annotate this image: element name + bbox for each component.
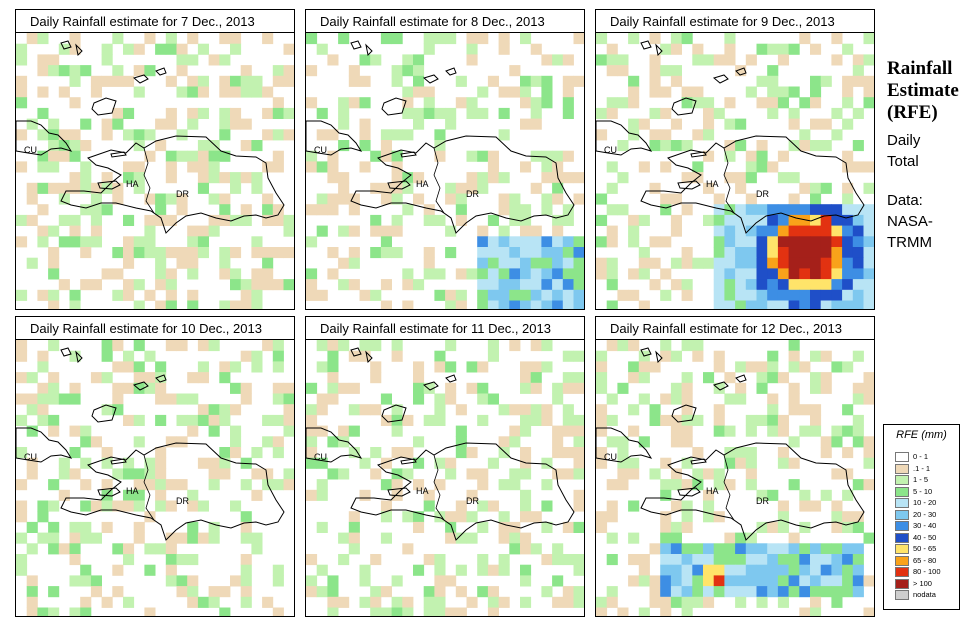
legend: RFE (mm) 0 - 1 .1 - 1 1 - 5 5 - 10 10 - 20 20… [883,424,960,610]
label-haiti: HA [416,486,429,496]
panel-9-dec: Daily Rainfall estimate for 9 Dec., 2013… [595,9,875,310]
label-haiti: HA [706,179,719,189]
legend-label: .1 - 1 [913,463,931,473]
rainfall-map: CU HA DR [305,339,585,617]
side-period-line: Daily [887,132,921,149]
legend-label: 30 - 40 [913,521,937,530]
legend-label: 40 - 50 [913,532,937,542]
panel-12-dec: Daily Rainfall estimate for 12 Dec., 201… [595,316,875,617]
rainfall-cells [16,33,294,309]
coastline-outline [596,40,865,234]
side-source-line: Data: [887,192,923,209]
label-dominican-republic: DR [466,189,479,199]
coastline-outline [306,40,575,234]
legend-label: 50 - 65 [913,544,937,553]
legend-swatch [895,498,909,508]
legend-swatch [895,590,909,600]
label-cuba: CU [314,145,327,155]
panel-7-dec: Daily Rainfall estimate for 7 Dec., 2013… [15,9,295,310]
label-haiti: HA [706,486,719,496]
label-cuba: CU [24,452,37,462]
side-title: Rainfall Estimate (RFE) [887,58,959,124]
side-source-line: TRMM [887,234,932,251]
panel-title: Daily Rainfall estimate for 10 Dec., 201… [15,316,295,340]
panel-title: Daily Rainfall estimate for 8 Dec., 2013 [305,9,585,33]
side-period: Daily Total [887,130,920,172]
panel-title: Daily Rainfall estimate for 7 Dec., 2013 [15,9,295,33]
legend-label: nodata [913,590,936,599]
legend-title: RFE (mm) [896,429,947,441]
legend-label: 65 - 80 [913,555,937,565]
legend-label: 10 - 20 [913,498,937,507]
panel-10-dec: Daily Rainfall estimate for 10 Dec., 201… [15,316,295,617]
legend-swatch [895,532,909,543]
rainfall-cells [596,33,874,309]
coastline-outline [596,347,865,541]
legend-swatch [895,555,909,566]
rainfall-map: CU HA DR [305,32,585,310]
rainfall-map: CU HA DR [595,32,875,310]
panel-8-dec: Daily Rainfall estimate for 8 Dec., 2013… [305,9,585,310]
legend-swatch [895,544,909,554]
legend-swatch [895,463,909,474]
legend-label: 5 - 10 [913,486,933,496]
coastline-outline [16,40,285,234]
legend-swatch [895,578,909,589]
side-title-line: (RFE) [887,102,938,123]
legend-label: 20 - 30 [913,509,937,519]
legend-label: 80 - 100 [913,567,941,576]
panel-title: Daily Rainfall estimate for 11 Dec., 201… [305,316,585,340]
panel-title: Daily Rainfall estimate for 9 Dec., 2013 [595,9,875,33]
label-haiti: HA [126,179,139,189]
label-dominican-republic: DR [176,496,189,506]
coastline-outline [306,347,575,541]
rainfall-cells [306,340,584,616]
legend-label: > 100 [913,578,932,588]
label-cuba: CU [604,145,617,155]
rainfall-map: CU HA DR [15,339,295,617]
legend-label: 0 - 1 [913,452,929,461]
side-period-line: Total [887,153,919,170]
rainfall-cells [306,33,584,309]
rainfall-map: CU HA DR [15,32,295,310]
legend-swatch [895,452,909,462]
coastline-outline [16,347,285,541]
rainfall-cells [596,340,874,616]
legend-swatch [895,509,909,520]
legend-swatch [895,567,909,577]
label-haiti: HA [416,179,429,189]
label-cuba: CU [314,452,327,462]
panel-title: Daily Rainfall estimate for 12 Dec., 201… [595,316,875,340]
legend-swatch [895,486,909,497]
label-haiti: HA [126,486,139,496]
side-source: Data: NASA- TRMM [887,190,933,253]
side-source-line: NASA- [887,213,933,230]
label-dominican-republic: DR [176,189,189,199]
legend-swatch [895,521,909,531]
legend-label: 1 - 5 [913,475,929,484]
rainfall-map: CU HA DR [595,339,875,617]
label-dominican-republic: DR [756,496,769,506]
panel-11-dec: Daily Rainfall estimate for 11 Dec., 201… [305,316,585,617]
legend-swatch [895,475,909,485]
side-title-line: Rainfall [887,58,953,79]
rainfall-cells [16,340,294,616]
label-cuba: CU [24,145,37,155]
side-title-line: Estimate [887,80,959,101]
label-dominican-republic: DR [756,189,769,199]
label-dominican-republic: DR [466,496,479,506]
label-cuba: CU [604,452,617,462]
